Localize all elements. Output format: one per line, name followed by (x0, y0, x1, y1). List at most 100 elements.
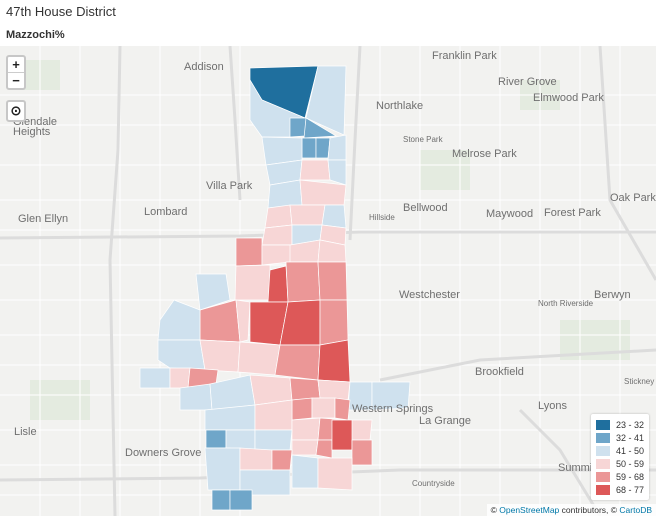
place-label: Elmwood Park (533, 92, 604, 104)
legend-swatch (596, 471, 610, 482)
precinct (225, 429, 256, 451)
legend-swatch (596, 458, 610, 469)
place-label: Brookfield (475, 366, 524, 378)
precinct (271, 449, 293, 471)
precinct (303, 117, 338, 139)
precinct (254, 429, 293, 451)
osm-link[interactable]: OpenStreetMap (499, 505, 560, 515)
precinct (267, 179, 303, 209)
legend-swatch (596, 484, 610, 495)
precinct (317, 339, 351, 383)
legend-label: 68 - 77 (616, 484, 645, 495)
legend-label: 59 - 68 (616, 471, 645, 482)
zoom-control: + − (6, 55, 26, 90)
precinct (289, 117, 307, 138)
precinct (317, 457, 353, 491)
precinct (331, 419, 353, 451)
legend-label: 32 - 41 (616, 432, 645, 443)
precinct (239, 469, 291, 496)
place-label: Lyons (538, 400, 567, 412)
precinct (234, 264, 271, 301)
precinct (235, 299, 251, 343)
precinct (299, 159, 331, 181)
map-attribution: © OpenStreetMap contributors, © CartoDB (486, 504, 656, 516)
place-label: Lisle (14, 426, 37, 438)
map-subtitle: Mazzochi% (6, 29, 65, 41)
choropleth-map[interactable]: Franklin Park Addison River Grove Elmwoo… (0, 46, 656, 516)
place-label: Countryside (412, 479, 455, 488)
park-area (30, 380, 90, 420)
place-label: Melrose Park (452, 148, 517, 160)
place-label: Hillside (369, 213, 395, 222)
precincts (139, 65, 411, 511)
park-area (420, 150, 470, 190)
place-label: Summit (558, 462, 596, 474)
precinct (199, 339, 241, 373)
legend-item: 32 - 41 (596, 431, 644, 444)
place-label: Villa Park (206, 180, 253, 192)
precinct (305, 65, 347, 136)
zoom-out-button[interactable]: − (8, 72, 24, 88)
legend-item: 23 - 32 (596, 418, 644, 431)
place-label: Franklin Park (432, 50, 497, 62)
legend-swatch (596, 445, 610, 456)
precinct (301, 137, 317, 159)
place-label: Addison (184, 61, 224, 73)
precinct (229, 489, 253, 511)
precinct (319, 299, 349, 346)
precinct (317, 379, 351, 401)
precinct (371, 381, 411, 411)
zoom-in-button[interactable]: + (12, 57, 20, 72)
precinct (291, 454, 319, 489)
precinct (315, 439, 333, 459)
locate-icon[interactable]: ⊙ (10, 103, 22, 118)
precinct (327, 134, 347, 161)
precinct (235, 237, 263, 267)
precinct (285, 261, 321, 303)
precinct (311, 397, 336, 419)
precinct (205, 429, 227, 449)
place-label: Western Springs (352, 403, 434, 415)
place-label: Northlake (376, 100, 424, 112)
page-title: 47th House District (6, 4, 116, 19)
precinct (289, 377, 321, 401)
legend-item: 50 - 59 (596, 457, 644, 470)
precinct (334, 397, 351, 421)
legend-label: 41 - 50 (616, 445, 645, 456)
place-label: Stickney (624, 377, 655, 386)
precinct (327, 159, 347, 186)
carto-link[interactable]: CartoDB (619, 505, 652, 515)
place-label: Oak Park (610, 192, 656, 204)
map-legend: 23 - 32 32 - 41 41 - 50 50 - 59 59 - 68 … (591, 414, 650, 500)
precinct (179, 383, 213, 411)
precinct (291, 397, 313, 421)
precinct (211, 489, 231, 511)
attribution-prefix: © (490, 505, 500, 515)
place-label: Glen Ellyn (18, 213, 69, 225)
place-label: Stone Park (403, 135, 443, 144)
place-label: Bellwood (403, 202, 448, 214)
place-label: Forest Park (544, 207, 601, 219)
precinct (317, 261, 348, 301)
precinct (321, 204, 347, 229)
precinct (261, 224, 293, 246)
precinct (204, 447, 241, 491)
basemap (0, 46, 656, 516)
place-label: Lombard (144, 206, 188, 218)
precinct (254, 399, 293, 431)
place-label: Heights (13, 126, 51, 138)
precinct (237, 341, 281, 376)
legend-label: 23 - 32 (616, 419, 645, 430)
place-label: North Riverside (538, 299, 594, 308)
precinct (299, 179, 347, 206)
place-label: River Grove (498, 76, 557, 88)
locate-control: ⊙ (6, 100, 26, 122)
place-label: Downers Grove (125, 447, 202, 459)
precinct (239, 447, 273, 471)
legend-item: 41 - 50 (596, 444, 644, 457)
legend-item: 59 - 68 (596, 470, 644, 483)
place-label: Westchester (399, 289, 460, 301)
precinct (289, 204, 326, 226)
place-label: La Grange (419, 415, 471, 427)
precinct (315, 137, 331, 159)
